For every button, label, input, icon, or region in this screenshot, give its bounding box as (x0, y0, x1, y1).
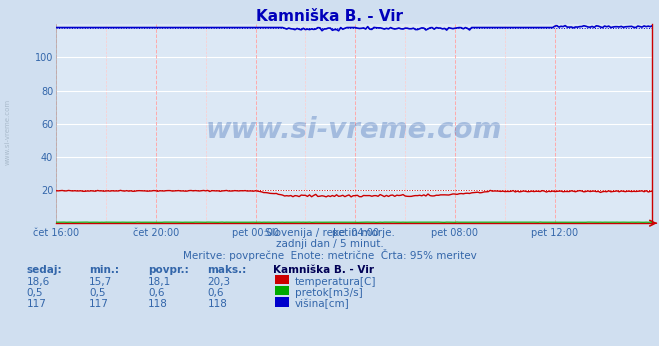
Text: povpr.:: povpr.: (148, 265, 189, 275)
Text: 0,6: 0,6 (208, 288, 224, 298)
Text: 0,5: 0,5 (89, 288, 105, 298)
Text: 0,6: 0,6 (148, 288, 165, 298)
Text: pretok[m3/s]: pretok[m3/s] (295, 288, 362, 298)
Text: 20,3: 20,3 (208, 277, 231, 287)
Text: 118: 118 (208, 299, 227, 309)
Text: višina[cm]: višina[cm] (295, 299, 349, 309)
Text: 18,6: 18,6 (26, 277, 49, 287)
Text: www.si-vreme.com: www.si-vreme.com (5, 98, 11, 165)
Text: 118: 118 (148, 299, 168, 309)
Text: 117: 117 (26, 299, 46, 309)
Text: 18,1: 18,1 (148, 277, 171, 287)
Text: temperatura[C]: temperatura[C] (295, 277, 376, 287)
Text: maks.:: maks.: (208, 265, 247, 275)
Text: 117: 117 (89, 299, 109, 309)
Text: min.:: min.: (89, 265, 119, 275)
Text: sedaj:: sedaj: (26, 265, 62, 275)
Text: Kamniška B. - Vir: Kamniška B. - Vir (273, 265, 374, 275)
Text: 15,7: 15,7 (89, 277, 112, 287)
Text: www.si-vreme.com: www.si-vreme.com (206, 116, 502, 144)
Text: Kamniška B. - Vir: Kamniška B. - Vir (256, 9, 403, 24)
Text: Slovenija / reke in morje.: Slovenija / reke in morje. (264, 228, 395, 238)
Text: zadnji dan / 5 minut.: zadnji dan / 5 minut. (275, 239, 384, 249)
Text: Meritve: povprečne  Enote: metrične  Črta: 95% meritev: Meritve: povprečne Enote: metrične Črta:… (183, 249, 476, 261)
Text: 0,5: 0,5 (26, 288, 43, 298)
